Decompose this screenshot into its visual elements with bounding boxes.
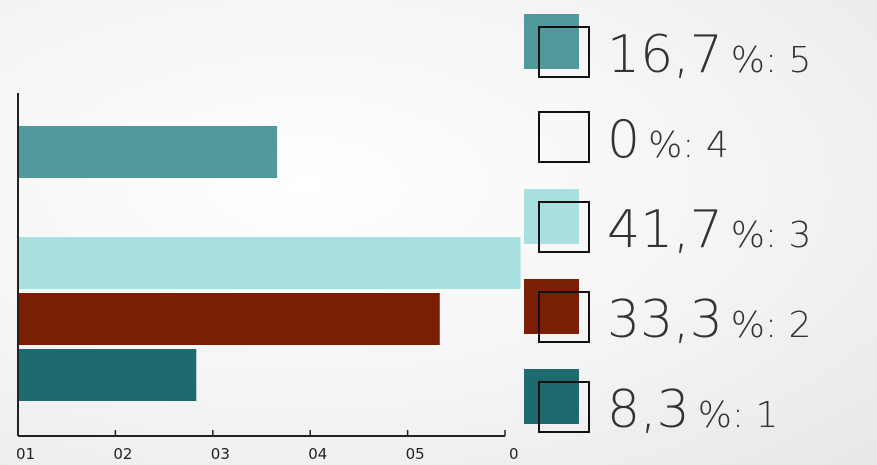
legend-swatch bbox=[524, 14, 579, 69]
bar-1 bbox=[19, 349, 197, 401]
legend-value-label: %: 5 bbox=[731, 40, 812, 81]
legend-item-1: 8,3%: 1 bbox=[524, 369, 778, 440]
legend-marker-box bbox=[538, 291, 590, 343]
legend-item-3: 41,7%: 3 bbox=[524, 189, 811, 260]
chart-legend: 16,7%: 50%: 441,7%: 333,3%: 28,3%: 1 bbox=[524, 14, 811, 440]
legend-value-label: %: 3 bbox=[731, 215, 812, 256]
legend-swatch bbox=[524, 189, 579, 244]
legend-marker-box bbox=[538, 381, 590, 433]
legend-item-2: 33,3%: 2 bbox=[524, 279, 811, 350]
legend-percent: 16,7 bbox=[607, 25, 723, 85]
legend-percent: 0 bbox=[607, 110, 640, 170]
x-tick-label: 0 bbox=[509, 445, 519, 463]
legend-value-label: %: 4 bbox=[648, 125, 729, 166]
legend-marker-box bbox=[538, 201, 590, 253]
x-axis-ticks: 01 02 03 04 05 0 bbox=[16, 430, 519, 463]
legend-value-label: %: 1 bbox=[698, 395, 779, 436]
legend-swatch bbox=[524, 369, 579, 424]
chart-axes bbox=[17, 93, 505, 437]
bar-2 bbox=[19, 293, 440, 345]
legend-percent: 8,3 bbox=[607, 380, 690, 440]
x-tick-label: 05 bbox=[406, 445, 425, 463]
legend-marker-box bbox=[538, 26, 590, 78]
x-tick-label: 03 bbox=[211, 445, 230, 463]
legend-swatch bbox=[524, 279, 579, 334]
x-tick-label: 01 bbox=[16, 445, 35, 463]
legend-item-5: 16,7%: 5 bbox=[524, 14, 811, 85]
bar-3 bbox=[19, 237, 521, 289]
legend-percent: 33,3 bbox=[607, 290, 723, 350]
x-tick-label: 04 bbox=[308, 445, 327, 463]
legend-value-label: %: 2 bbox=[731, 305, 812, 346]
legend-item-4: 0%: 4 bbox=[538, 110, 729, 170]
legend-percent: 41,7 bbox=[607, 200, 723, 260]
chart-bars bbox=[19, 126, 521, 401]
bar-5 bbox=[19, 126, 278, 178]
x-tick-label: 02 bbox=[113, 445, 132, 463]
legend-marker-box bbox=[538, 111, 590, 163]
